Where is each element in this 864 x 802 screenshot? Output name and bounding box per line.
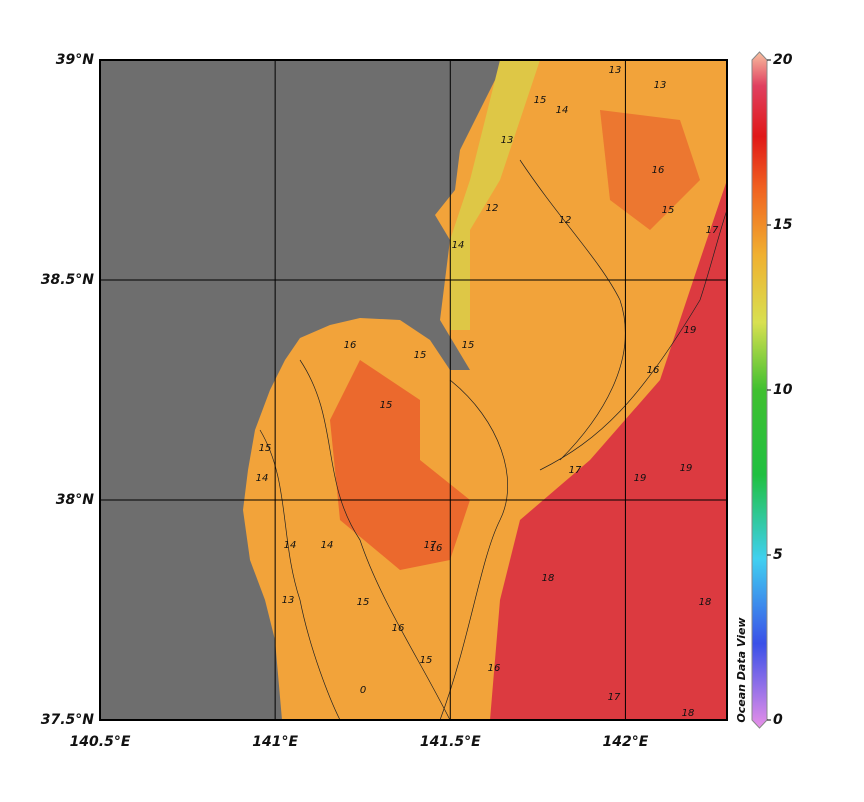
y-tick-label: 39°N <box>56 52 94 68</box>
warm-current <box>490 180 727 720</box>
contour-label: 12 <box>559 215 572 226</box>
contour-label: 13 <box>501 135 514 146</box>
contour-label: 18 <box>699 597 712 608</box>
x-tick-label: 140.5°E <box>70 734 131 750</box>
colorbar-tick-label: 10 <box>773 382 793 398</box>
contour-label: 15 <box>662 205 675 216</box>
contour-label: 19 <box>634 473 647 484</box>
contour-label: 17 <box>424 540 437 551</box>
contour-label: 0 <box>360 685 366 696</box>
colorbar <box>751 51 768 729</box>
contour-label: 14 <box>321 540 334 551</box>
contour-label: 17 <box>706 225 719 236</box>
frame <box>99 59 728 721</box>
contour-label: 15 <box>357 597 370 608</box>
contour-label: 17 <box>569 465 582 476</box>
contour-label: 18 <box>542 573 555 584</box>
y-tick-label: 38°N <box>56 492 94 508</box>
contour-label: 15 <box>414 350 427 361</box>
contour-label: 14 <box>452 240 465 251</box>
contour-label: 16 <box>488 663 501 674</box>
contour-line <box>299 359 451 721</box>
contour-label: 13 <box>609 65 622 76</box>
contour-label: 16 <box>652 165 665 176</box>
colorbar-tick-label: 0 <box>773 712 783 728</box>
contour-label: 15 <box>534 95 547 106</box>
contour-line <box>519 159 626 461</box>
contour-label: 12 <box>486 203 499 214</box>
contour-label: 15 <box>259 443 272 454</box>
x-tick-label: 141.5°E <box>420 734 481 750</box>
contour-line <box>439 379 508 721</box>
colorbar-tick-label: 20 <box>773 52 793 68</box>
y-tick-label: 37.5°N <box>41 712 95 728</box>
odv-label: Ocean Data View <box>735 617 748 723</box>
x-tick-label: 141°E <box>252 734 298 750</box>
colorbar-tick-label: 5 <box>773 547 783 563</box>
warm-patch <box>330 360 470 570</box>
contour-label: 18 <box>682 708 695 719</box>
contour-label: 19 <box>680 463 693 474</box>
contour-label: 15 <box>420 655 433 666</box>
contour-label: 16 <box>392 623 405 634</box>
y-tick-label: 38.5°N <box>41 272 95 288</box>
land <box>100 60 500 720</box>
contour-label: 13 <box>282 595 295 606</box>
contour-label: 15 <box>462 340 475 351</box>
contour-line <box>539 209 728 471</box>
contour-label: 16 <box>344 340 357 351</box>
contour-label: 14 <box>284 540 297 551</box>
contour-label: 13 <box>654 80 667 91</box>
x-tick-label: 142°E <box>603 734 649 750</box>
cool-water <box>450 60 540 330</box>
contour-label: 16 <box>647 365 660 376</box>
contour-label: 14 <box>256 473 269 484</box>
contour-line <box>259 429 341 721</box>
colorbar-tick-label: 15 <box>773 217 793 233</box>
contour-label: 16 <box>430 543 443 554</box>
contour-label: 14 <box>556 105 569 116</box>
contour-label: 17 <box>608 692 621 703</box>
contour-label: 19 <box>684 325 697 336</box>
contour-label: 15 <box>380 400 393 411</box>
